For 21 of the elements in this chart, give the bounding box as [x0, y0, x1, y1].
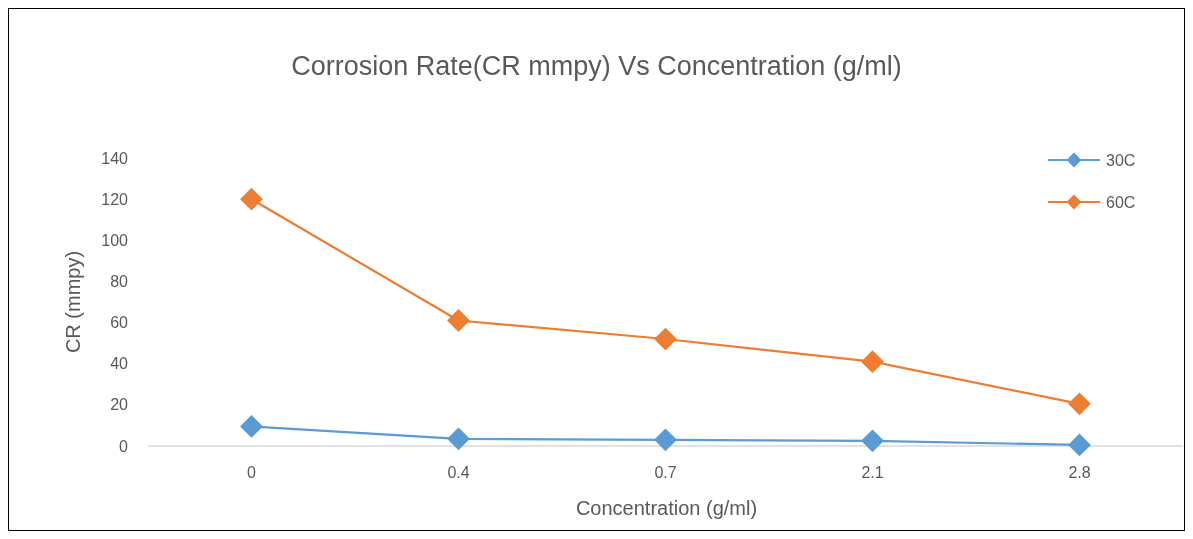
- x-tick-label: 0.4: [447, 464, 470, 481]
- legend-label: 30C: [1106, 151, 1136, 169]
- x-tick-label: 2.1: [861, 464, 884, 481]
- y-tick-label: 100: [101, 231, 129, 249]
- point: [1068, 392, 1091, 416]
- y-tick-label: 80: [110, 273, 129, 291]
- point: [240, 187, 263, 211]
- x-tick-label: 0.7: [654, 464, 677, 481]
- x-tick-label: 0: [247, 464, 257, 481]
- x-tick-label: 2.8: [1068, 464, 1091, 481]
- y-tick-label: 0: [119, 437, 129, 455]
- chart-title: Corrosion Rate(CR mmpy) Vs Concentration (g/ml): [291, 51, 902, 81]
- x-axis-title: Concentration (g/ml): [575, 497, 758, 519]
- y-tick-label: 40: [110, 355, 129, 373]
- legend-label: 60C: [1106, 193, 1136, 211]
- y-tick-label: 60: [110, 314, 129, 332]
- point: [240, 415, 263, 438]
- y-tick-label: 20: [110, 396, 129, 414]
- y-axis-title: CR (mmpy): [62, 250, 84, 354]
- y-tick-label: 140: [101, 149, 129, 167]
- y-tick-label: 120: [101, 190, 129, 208]
